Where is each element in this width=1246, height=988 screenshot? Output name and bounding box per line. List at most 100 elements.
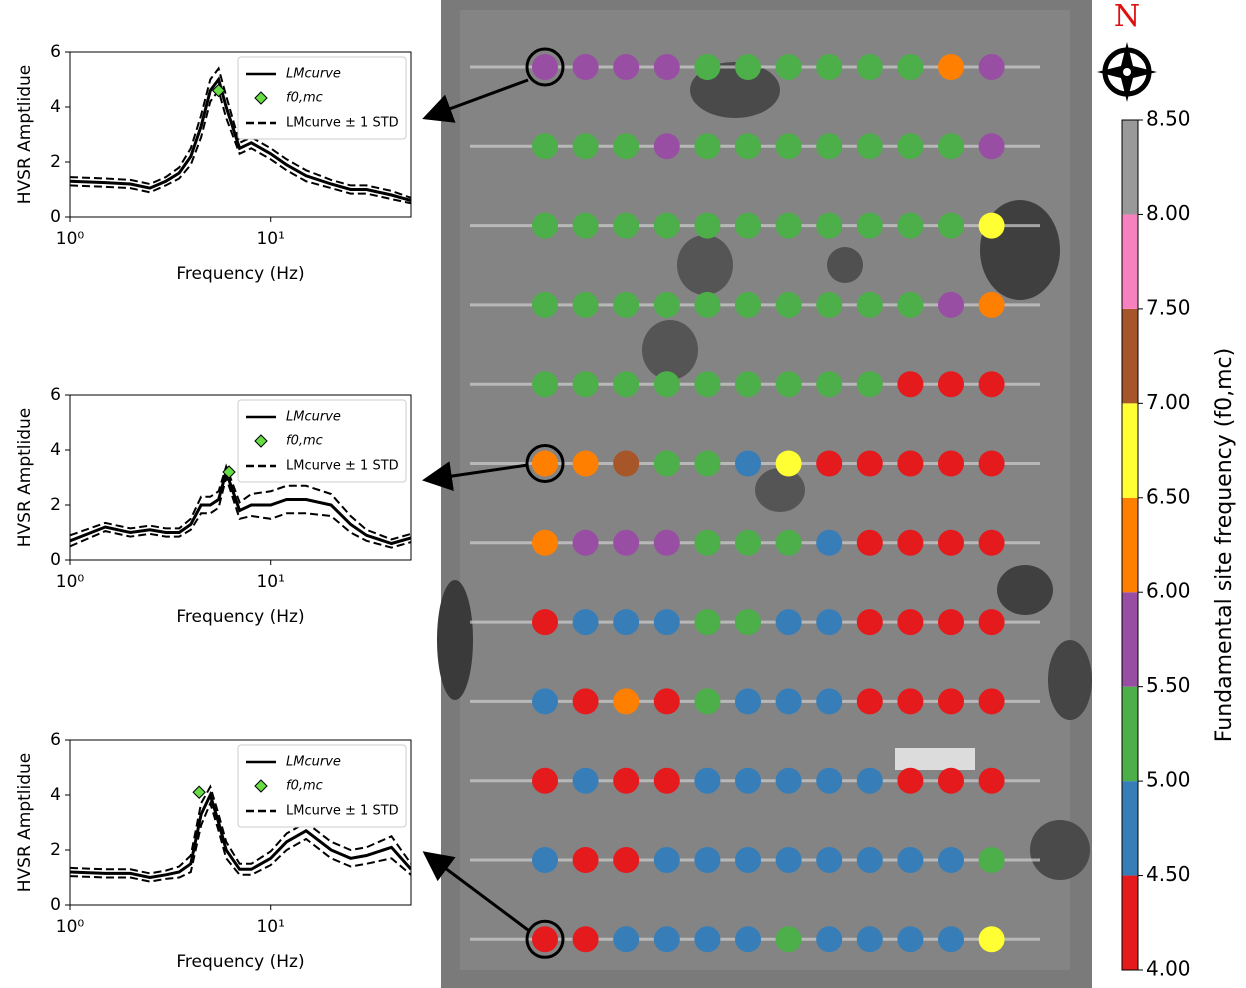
y-tick-label: 4 [50, 785, 61, 805]
site-dot [897, 688, 923, 714]
site-dot [857, 451, 883, 477]
y-tick-label: 6 [50, 42, 61, 62]
site-dot [654, 133, 680, 159]
site-dot [816, 213, 842, 239]
site-dot [573, 926, 599, 952]
site-dot [857, 926, 883, 952]
site-dot [573, 292, 599, 318]
site-dot [613, 530, 639, 556]
site-dot [735, 213, 761, 239]
site-dot [735, 451, 761, 477]
site-dot [694, 768, 720, 794]
legend-label: LMcurve [286, 410, 341, 425]
x-tick-label: 10¹ [256, 917, 284, 937]
x-tick-label: 10⁰ [56, 572, 85, 592]
colorbar-segment [1122, 592, 1138, 686]
site-dot [735, 609, 761, 635]
x-axis-label: Frequency (Hz) [176, 264, 304, 284]
site-dot [613, 609, 639, 635]
site-dot [654, 292, 680, 318]
f0-marker [193, 786, 205, 798]
site-dot [573, 213, 599, 239]
site-dot [979, 133, 1005, 159]
site-dot [654, 371, 680, 397]
site-dot [654, 451, 680, 477]
figure: N 024610⁰10¹Frequency (Hz)HVSR Amptlidue… [0, 0, 1246, 988]
site-dot [776, 213, 802, 239]
site-dot [897, 609, 923, 635]
site-dot [938, 213, 964, 239]
site-dot [532, 371, 558, 397]
site-dot [979, 609, 1005, 635]
site-dot [897, 371, 923, 397]
site-dot [776, 371, 802, 397]
colorbar-tick-label: 5.00 [1146, 768, 1191, 792]
site-dot [857, 847, 883, 873]
site-dot [979, 847, 1005, 873]
curve [70, 478, 411, 548]
site-dot [735, 292, 761, 318]
colorbar-segment [1122, 687, 1138, 781]
site-dot [857, 768, 883, 794]
site-dot [573, 768, 599, 794]
site-dot [938, 847, 964, 873]
site-dot [776, 530, 802, 556]
site-dot [816, 451, 842, 477]
site-dot [776, 926, 802, 952]
site-dot [776, 768, 802, 794]
legend-label: LMcurve [286, 755, 341, 770]
site-dot [938, 768, 964, 794]
colorbar-tick-label: 8.00 [1146, 201, 1191, 225]
site-dot [532, 54, 558, 80]
site-dot [938, 926, 964, 952]
site-dot [938, 133, 964, 159]
x-tick-label: 10⁰ [56, 229, 85, 249]
colorbar-tick-label: 4.00 [1146, 957, 1191, 981]
colorbar-segment [1122, 498, 1138, 592]
site-dot [694, 371, 720, 397]
site-dot [654, 688, 680, 714]
y-tick-label: 6 [50, 730, 61, 750]
site-dot [776, 451, 802, 477]
legend-label: f0,mc [286, 779, 323, 794]
y-tick-label: 6 [50, 385, 61, 405]
y-axis-label: HVSR Amptlidue [15, 408, 35, 548]
site-dot [938, 530, 964, 556]
site-dot [776, 292, 802, 318]
colorbar-segment [1122, 781, 1138, 875]
site-dot [532, 213, 558, 239]
site-dot [573, 609, 599, 635]
x-tick-label: 10⁰ [56, 917, 85, 937]
site-dot [735, 847, 761, 873]
site-dot [532, 688, 558, 714]
site-dot [938, 451, 964, 477]
legend-label: LMcurve ± 1 STD [286, 804, 399, 819]
site-dot [979, 688, 1005, 714]
site-dot [816, 54, 842, 80]
site-dot [816, 371, 842, 397]
colorbar-segment [1122, 120, 1138, 214]
colorbar-tick-label: 6.00 [1146, 579, 1191, 603]
site-dot [573, 133, 599, 159]
site-dot [857, 133, 883, 159]
site-dot [816, 609, 842, 635]
site-dot [573, 688, 599, 714]
site-dot [816, 292, 842, 318]
site-dot [857, 609, 883, 635]
legend-label: f0,mc [286, 91, 323, 106]
site-dot [816, 926, 842, 952]
site-dot [735, 688, 761, 714]
site-dot [897, 133, 923, 159]
site-dot [735, 926, 761, 952]
colorbar-segment [1122, 309, 1138, 403]
y-tick-label: 2 [50, 152, 61, 172]
site-dot [897, 451, 923, 477]
site-dot [897, 292, 923, 318]
site-dot [776, 133, 802, 159]
site-dot [654, 609, 680, 635]
site-dot [532, 530, 558, 556]
site-dot [613, 768, 639, 794]
site-dot [613, 847, 639, 873]
site-dot [897, 54, 923, 80]
colorbar-tick-label: 5.50 [1146, 673, 1191, 697]
